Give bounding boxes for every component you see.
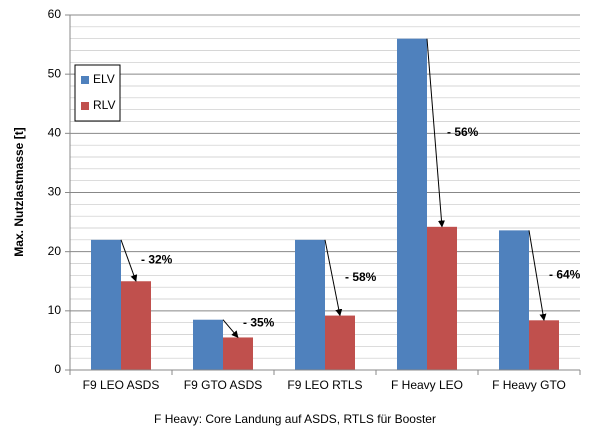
annotation: - 56% xyxy=(447,125,479,139)
arrow xyxy=(426,38,445,228)
bar xyxy=(121,281,151,370)
annotation: - 32% xyxy=(141,253,173,267)
bar xyxy=(427,226,457,370)
bar xyxy=(295,239,325,370)
bar xyxy=(223,337,253,370)
y-tick-label: 30 xyxy=(48,185,62,199)
arrow xyxy=(528,230,547,321)
legend-box xyxy=(74,64,121,122)
y-tick-label: 50 xyxy=(48,66,62,80)
arrow xyxy=(324,239,343,317)
arrow xyxy=(222,319,239,338)
legend-swatch xyxy=(81,76,89,84)
y-tick-label: 60 xyxy=(48,7,62,21)
x-tick-label: F9 LEO ASDS xyxy=(83,378,160,392)
legend-swatch xyxy=(81,102,89,110)
bar xyxy=(499,230,529,370)
x-tick-label: F Heavy LEO xyxy=(391,378,463,392)
bar xyxy=(91,239,121,370)
bar xyxy=(397,38,427,371)
y-tick-label: 40 xyxy=(48,126,62,140)
legend-label: RLV xyxy=(93,98,115,112)
x-tick-label: F Heavy GTO xyxy=(492,378,566,392)
y-tick-label: 0 xyxy=(54,362,61,376)
x-tick-label: F9 LEO RTLS xyxy=(287,378,362,392)
x-tick-label: F9 GTO ASDS xyxy=(184,378,262,392)
bar xyxy=(325,315,355,370)
y-tick-label: 10 xyxy=(48,303,62,317)
legend-label: ELV xyxy=(93,72,115,86)
arrow xyxy=(120,239,138,282)
bar xyxy=(529,320,559,370)
annotation: - 64% xyxy=(549,268,581,282)
y-tick-label: 20 xyxy=(48,244,62,258)
x-axis-label: F Heavy: Core Landung auf ASDS, RTLS für… xyxy=(154,412,436,426)
annotation: - 58% xyxy=(345,270,377,284)
y-axis-label: Max. Nutzlastmasse [t] xyxy=(12,127,26,256)
annotation: - 35% xyxy=(243,316,275,330)
bar xyxy=(193,319,223,370)
